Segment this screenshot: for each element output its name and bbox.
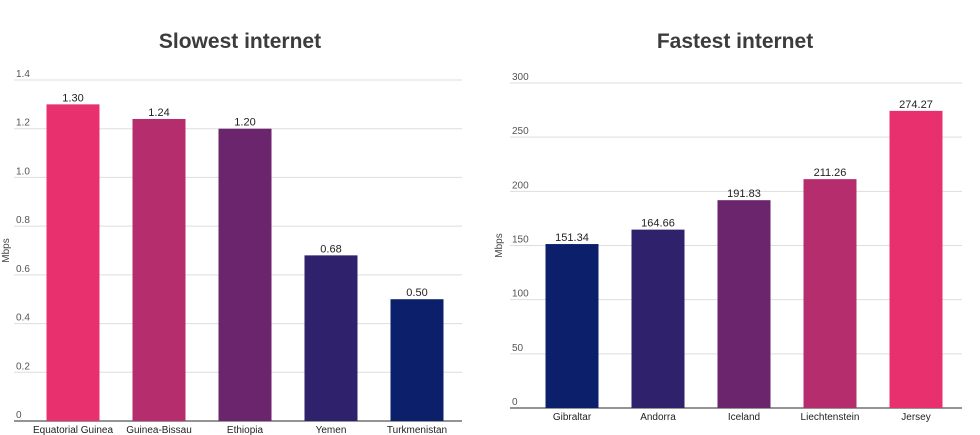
fastest-internet-chart: Fastest internet 0 50 100 150 200 250 300 Mbps 1… [490,0,980,435]
slowest-internet-chart: Slowest internet 0 0.2 0.4 0.6 0.8 1.0 1.2 1.4 M… [0,0,480,435]
bar [390,299,444,421]
y-tick-label: 200 [512,180,529,191]
x-tick-label: Guinea-Bissau [126,425,192,435]
bar [304,255,358,421]
y-tick-label: 250 [512,126,529,137]
x-tick-label: Turkmenistan [387,425,447,435]
bar [631,229,685,408]
x-tick-label: Jersey [901,412,930,423]
x-tick-label: Liechtenstein [801,412,860,423]
data-label: 1.30 [62,92,83,104]
bar [889,110,943,408]
slowest-internet-plot: 0 0.2 0.4 0.6 0.8 1.0 1.2 1.4 Mbps 1.30 Equatorial… [1,69,462,435]
bar [46,104,100,421]
y-tick-label: 0.6 [16,264,30,275]
data-label: 1.20 [234,117,255,129]
y-tick-label: 150 [512,235,529,246]
x-tick-label: Gibraltar [553,412,592,423]
fastest-internet-plot: 0 50 100 150 200 250 300 Mbps 151.34 Gibraltar 164… [494,72,962,423]
data-label: 0.68 [320,243,341,255]
bar [132,118,186,421]
y-axis-label: Mbps [494,233,505,257]
y-tick-label: 1.0 [16,166,30,177]
y-tick-label: 1.4 [16,69,30,80]
bar [803,179,857,408]
y-tick-label: 0 [16,410,22,421]
bar [218,128,272,421]
y-tick-label: 0.4 [16,313,30,324]
data-label: 164.66 [641,218,675,230]
bar [545,244,599,408]
data-label: 151.34 [555,232,589,244]
data-label: 211.26 [814,167,847,179]
chart-title: Slowest internet [158,30,322,53]
bar [717,200,771,408]
y-tick-label: 300 [512,72,529,83]
y-tick-label: 50 [512,343,524,354]
x-tick-label: Equatorial Guinea [33,425,113,435]
data-label: 0.50 [406,287,427,299]
y-tick-label: 0 [512,397,518,408]
chart-title: Fastest internet [656,30,814,53]
y-tick-label: 100 [512,289,529,300]
y-tick-label: 0.2 [16,361,30,372]
x-tick-label: Iceland [728,412,760,423]
x-tick-label: Yemen [316,425,347,435]
data-label: 191.83 [727,188,761,200]
data-label: 1.24 [148,107,169,119]
y-tick-label: 1.2 [16,118,30,129]
y-tick-label: 0.8 [16,215,30,226]
data-label: 274.27 [899,99,933,111]
x-tick-label: Ethiopia [227,425,264,435]
x-tick-label: Andorra [640,412,676,423]
y-axis-label: Mbps [1,238,12,262]
